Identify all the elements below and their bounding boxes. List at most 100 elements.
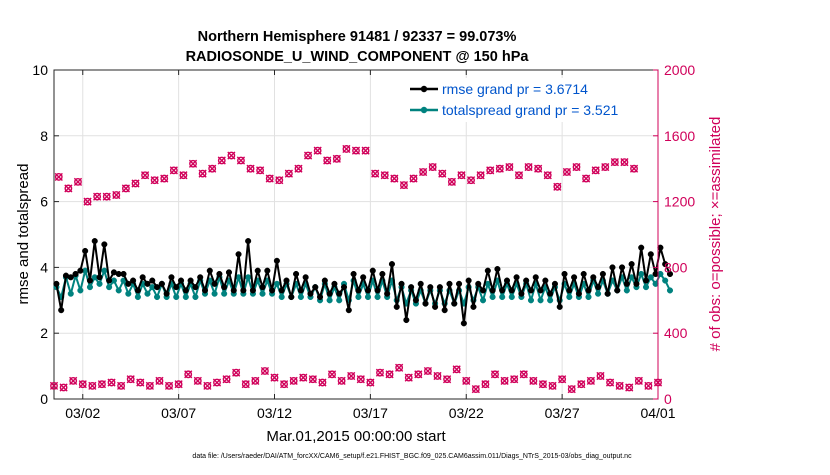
- chart-title-line2: RADIOSONDE_U_WIND_COMPONENT @ 150 hPa: [186, 49, 530, 65]
- obs-count-point: [260, 366, 270, 376]
- count-marker-cross-b: [145, 381, 154, 390]
- rmse-point: [273, 257, 280, 264]
- x-tick-label: 03/27: [545, 405, 580, 421]
- rmse-point: [537, 287, 544, 294]
- obs-count-point: [160, 174, 169, 183]
- obs-count-point: [337, 376, 346, 385]
- count-marker-circle: [634, 377, 643, 385]
- count-marker-cross-b: [337, 376, 346, 385]
- count-marker-circle: [126, 375, 135, 384]
- count-marker-cross-b: [356, 375, 365, 384]
- y-tick-label-right: 2000: [664, 62, 695, 78]
- rmse-point: [523, 277, 530, 284]
- rmse-point: [566, 287, 573, 294]
- obs-count-point: [54, 172, 63, 182]
- obs-count-point: [567, 385, 576, 394]
- count-marker-cross-b: [395, 363, 404, 372]
- rmse-point: [623, 280, 630, 287]
- rmse-point: [638, 244, 645, 251]
- obs-count-point: [102, 192, 111, 201]
- count-marker-circle: [227, 151, 236, 160]
- count-marker-cross-b: [126, 375, 135, 384]
- count-marker-circle: [237, 156, 245, 165]
- count-marker-circle: [265, 174, 274, 183]
- count-marker-cross-b: [299, 373, 308, 382]
- obs-count-point: [466, 176, 476, 185]
- rmse-point: [489, 287, 496, 294]
- count-marker-cross-b: [236, 156, 246, 165]
- count-marker-cross-b: [241, 380, 250, 389]
- rmse-point: [297, 287, 304, 294]
- count-marker-cross-b: [73, 177, 83, 186]
- count-marker-circle: [313, 146, 322, 155]
- count-marker-circle: [328, 370, 336, 379]
- count-marker-cross-b: [591, 166, 600, 175]
- count-marker-cross-b: [596, 371, 605, 381]
- rmse-point: [527, 287, 535, 294]
- y-tick-label-right: 1200: [664, 194, 695, 210]
- obs-count-point: [126, 375, 135, 384]
- count-marker-circle: [467, 176, 475, 185]
- count-marker-cross-b: [284, 169, 293, 178]
- count-marker-cross-b: [342, 144, 351, 154]
- count-marker-circle: [438, 169, 447, 178]
- rmse-point: [508, 287, 515, 294]
- count-marker-cross-b: [150, 176, 159, 185]
- count-marker-circle: [491, 370, 499, 379]
- rmse-point: [326, 290, 333, 297]
- totalspread-point: [221, 290, 228, 297]
- x-tick-label: 04/01: [640, 405, 675, 421]
- rmse-point: [168, 274, 175, 281]
- count-marker-cross-b: [49, 381, 59, 390]
- rmse-point: [398, 280, 405, 287]
- count-marker-circle: [203, 381, 212, 390]
- count-marker-circle: [577, 380, 586, 389]
- obs-count-point: [208, 164, 217, 173]
- totalspread-point: [144, 290, 151, 297]
- count-marker-circle: [404, 373, 413, 382]
- count-marker-circle: [452, 365, 461, 374]
- totalspread-point: [245, 274, 252, 281]
- count-marker-cross-b: [303, 151, 313, 160]
- count-marker-cross-b: [625, 383, 634, 392]
- rmse-point: [360, 274, 367, 281]
- rmse-point: [408, 284, 415, 291]
- count-marker-circle: [548, 381, 557, 390]
- count-marker-cross-b: [327, 370, 337, 379]
- count-marker-cross-b: [270, 373, 279, 382]
- obs-count-point: [256, 166, 265, 175]
- totalspread-point: [106, 284, 113, 291]
- count-marker-circle: [160, 174, 169, 183]
- count-marker-circle: [371, 169, 380, 178]
- rmse-point: [465, 277, 472, 284]
- count-marker-cross-b: [634, 376, 643, 385]
- obs-count-point: [380, 171, 389, 180]
- rmse-point: [571, 274, 578, 281]
- count-marker-cross-b: [433, 371, 442, 381]
- obs-count-point: [188, 159, 198, 168]
- count-marker-circle: [256, 166, 265, 175]
- count-marker-circle: [361, 146, 370, 155]
- rmse-point: [436, 284, 443, 291]
- obs-count-point: [524, 162, 533, 172]
- count-marker-cross-b: [97, 380, 107, 389]
- rmse-point: [503, 277, 511, 284]
- count-marker-cross-b: [409, 174, 418, 183]
- obs-count-point: [577, 380, 586, 389]
- x-tick-label: 03/07: [161, 405, 196, 421]
- rmse-point: [96, 274, 103, 281]
- count-marker-cross-b: [442, 375, 452, 384]
- obs-count-point: [452, 365, 461, 374]
- rmse-point: [235, 251, 242, 258]
- x-tick-label: 03/17: [353, 405, 388, 421]
- totalspread-point: [67, 290, 74, 297]
- totalspread-point: [364, 293, 372, 301]
- rmse-point: [499, 287, 506, 294]
- count-marker-circle: [323, 156, 332, 165]
- count-marker-cross-b: [93, 192, 102, 201]
- count-marker-circle: [213, 378, 221, 387]
- obs-count-point: [131, 179, 140, 188]
- obs-count-point: [620, 158, 629, 167]
- count-marker-cross-b: [227, 151, 236, 160]
